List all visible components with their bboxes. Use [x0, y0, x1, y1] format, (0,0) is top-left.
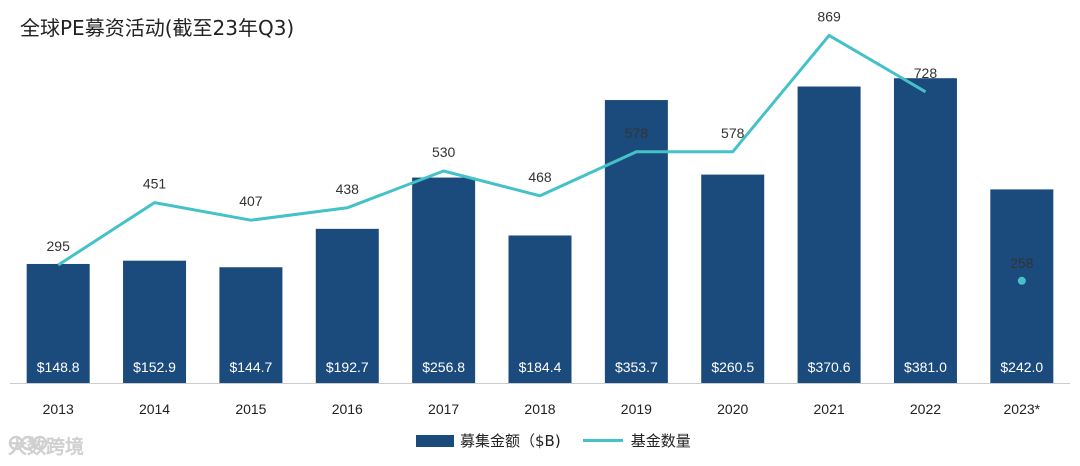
bar-label-2018: $184.4 [519, 359, 562, 375]
bar-label-2022: $381.0 [904, 359, 947, 375]
line-label-2022: 728 [914, 65, 938, 81]
line-label-2023*: 258 [1010, 255, 1034, 271]
x-tick-2014: 2014 [139, 401, 170, 417]
chart-title: 全球PE募资活动(截至23年Q3) [20, 16, 295, 40]
bar-label-2017: $256.8 [422, 359, 465, 375]
bar-2018 [508, 235, 572, 383]
brand-logo-icon [8, 435, 48, 451]
legend-swatch-line [582, 439, 623, 442]
bar-2019 [604, 100, 668, 383]
chart-canvas: $148.8 $152.9 $144.7 $192.7 $256.8 $184.4 $353… [10, 8, 1070, 417]
watermark: 大数跨境 [8, 432, 84, 459]
bar-2016 [315, 228, 379, 383]
line-label-2020: 578 [721, 125, 745, 141]
line-point-2023* [1017, 276, 1026, 285]
legend-item-amount: 募集金额（$B) [416, 430, 561, 451]
line-label-2021: 869 [817, 8, 841, 24]
bar-label-2014: $152.9 [133, 359, 176, 375]
bar-2020 [701, 174, 765, 383]
legend-label-count: 基金数量 [630, 432, 691, 450]
bar-label-2023*: $242.0 [1000, 359, 1043, 375]
bar-2022 [893, 78, 957, 383]
bar-label-2015: $144.7 [229, 359, 272, 375]
line-label-2017: 530 [432, 144, 456, 160]
bar-label-2016: $192.7 [326, 359, 369, 375]
legend-item-count: 基金数量 [582, 430, 691, 451]
x-tick-2019: 2019 [621, 401, 652, 417]
x-tick-2022: 2022 [910, 401, 941, 417]
line-label-2019: 578 [625, 125, 649, 141]
legend-swatch-bar [416, 434, 454, 447]
bar-2017 [412, 177, 476, 383]
legend: 募集金额（$B) 基金数量 [416, 430, 713, 451]
bar-2023* [990, 189, 1054, 383]
x-tick-2015: 2015 [235, 401, 266, 417]
bar-label-2019: $353.7 [615, 359, 658, 375]
line-label-2013: 295 [47, 238, 71, 254]
bar-2013 [26, 263, 90, 383]
x-tick-2023*: 2023* [1004, 401, 1041, 417]
x-tick-2017: 2017 [428, 401, 459, 417]
line-label-2014: 451 [143, 176, 167, 192]
x-tick-2013: 2013 [43, 401, 74, 417]
x-tick-2021: 2021 [814, 401, 845, 417]
x-tick-2020: 2020 [717, 401, 748, 417]
x-tick-2018: 2018 [524, 401, 555, 417]
bar-label-2020: $260.5 [711, 359, 754, 375]
line-label-2018: 468 [528, 169, 552, 185]
bar-label-2021: $370.6 [808, 359, 851, 375]
bar-2021 [797, 86, 861, 384]
bar-label-2013: $148.8 [37, 359, 80, 375]
bar-2014 [123, 260, 187, 383]
bar-2015 [219, 267, 283, 383]
line-label-2015: 407 [239, 193, 263, 209]
x-tick-2016: 2016 [332, 401, 363, 417]
legend-label-amount: 募集金额（$B) [460, 432, 561, 450]
line-series-fund-count [57, 33, 927, 267]
line-label-2016: 438 [336, 181, 360, 197]
